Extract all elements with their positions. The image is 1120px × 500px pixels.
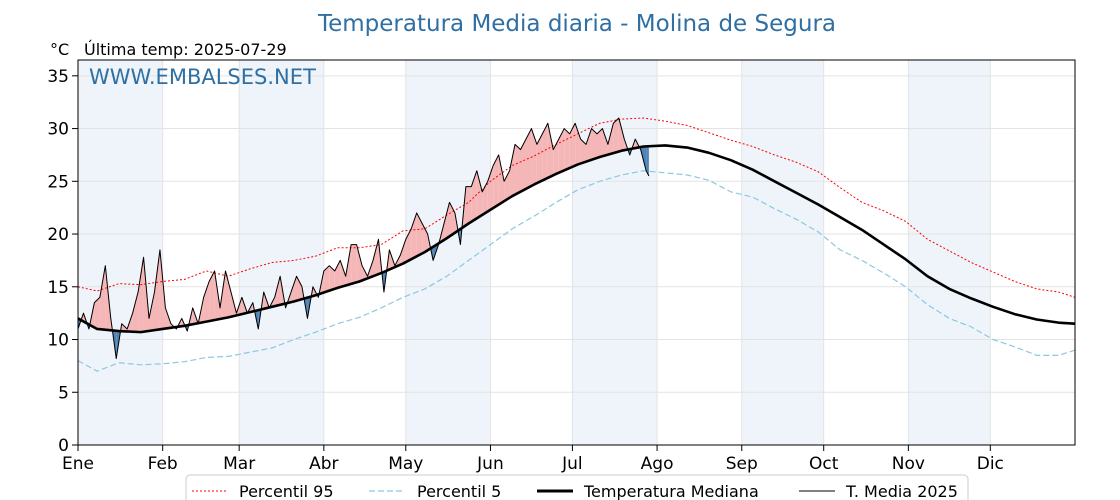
warm-anomaly-fill [487, 165, 494, 212]
plot-area: WWW.EMBALSES.NET [77, 59, 1076, 446]
warm-anomaly-fill [373, 239, 379, 277]
x-tick-label-mar: Mar [223, 454, 255, 474]
warm-anomaly-fill [602, 128, 608, 157]
warm-anomaly-fill [351, 244, 357, 284]
warm-anomaly-fill [553, 139, 559, 176]
month-band-nov [908, 60, 991, 445]
x-tick-label-oct: Oct [809, 454, 839, 474]
warm-anomaly-fill [498, 154, 505, 205]
legend-label-p95: Percentil 95 [239, 482, 334, 500]
warm-anomaly-fill [132, 292, 139, 333]
last-update-label: Última temp: 2025-07-29 [84, 40, 287, 59]
warm-anomaly-fill [591, 128, 597, 160]
y-tick-label: 30 [47, 120, 69, 140]
x-tick-label-ene: Ene [62, 454, 94, 474]
x-tick-label-jun: Jun [476, 454, 504, 474]
series-lines [77, 117, 1076, 372]
chart-title: Temperatura Media diaria - Molina de Seg… [317, 11, 836, 37]
y-unit-label: °C [50, 40, 69, 59]
x-tick-label-abr: Abr [309, 454, 338, 474]
anomaly-fills [78, 118, 649, 359]
warm-anomaly-fill [586, 128, 592, 162]
warm-anomaly-fill [520, 139, 526, 192]
x-tick-label-may: May [388, 454, 423, 474]
warm-anomaly-fill [225, 270, 231, 318]
warm-anomaly-fill [340, 260, 346, 288]
warm-anomaly-fill [356, 244, 363, 283]
x-axis: Ene Feb Mar Abr May Jun Jul Ago Sep Oct Nov Dic [62, 445, 1004, 474]
warm-anomaly-fill [149, 292, 155, 331]
y-tick-label: 25 [47, 172, 69, 192]
warm-anomaly-fill [291, 276, 297, 303]
month-band-sep [741, 60, 824, 445]
warm-anomaly-fill [476, 170, 483, 219]
legend-label-median: Temperatura Mediana [583, 482, 759, 500]
legend: Percentil 95 Percentil 5 Temperatura Med… [185, 474, 969, 500]
warm-anomaly-fill [547, 123, 554, 178]
warm-anomaly-fill [154, 249, 160, 331]
y-tick-label: 35 [47, 67, 69, 87]
warm-anomaly-fill [296, 276, 302, 301]
y-tick-label: 15 [47, 278, 69, 298]
warm-anomaly-fill [515, 144, 521, 195]
warm-anomaly-fill [274, 276, 281, 307]
legend-label-actual: T. Media 2025 [845, 482, 958, 500]
x-tick-label-jul: Jul [561, 454, 583, 474]
warm-anomaly-fill [400, 239, 406, 265]
warm-anomaly-fill [422, 223, 428, 254]
y-tick-label: 0 [58, 436, 69, 456]
warm-anomaly-fill [323, 265, 330, 293]
y-tick-label: 20 [47, 225, 69, 245]
warm-anomaly-fill [329, 265, 335, 291]
cold-anomaly-fill [646, 146, 649, 177]
warm-anomaly-fill [569, 123, 576, 168]
warm-anomaly-fill [465, 186, 472, 226]
y-tick-label: 10 [47, 331, 69, 351]
warm-anomaly-fill [509, 144, 516, 198]
month-bands [78, 60, 991, 445]
warm-anomaly-fill [531, 128, 537, 186]
warm-anomaly-fill [558, 128, 565, 173]
warm-anomaly-fill [504, 170, 510, 202]
warm-anomaly-fill [138, 257, 144, 333]
warm-anomaly-fill [159, 249, 166, 330]
warm-anomaly-fill [580, 139, 587, 164]
warm-anomaly-fill [575, 123, 581, 166]
warm-anomaly-fill [536, 133, 543, 184]
x-tick-label-sep: Sep [726, 454, 758, 474]
warm-anomaly-fill [596, 128, 603, 158]
x-tick-label-feb: Feb [148, 454, 178, 474]
warm-anomaly-fill [613, 118, 619, 154]
warm-anomaly-fill [444, 202, 450, 240]
month-band-ene [78, 60, 163, 445]
month-band-mar [239, 60, 324, 445]
warm-anomaly-fill [99, 265, 106, 330]
legend-label-p5: Percentil 5 [417, 482, 501, 500]
warm-anomaly-fill [209, 270, 215, 322]
month-band-jul [572, 60, 658, 445]
warm-anomaly-fill [411, 212, 417, 260]
series-line-p95 [77, 117, 1076, 298]
series-line-median [77, 144, 1076, 334]
plot-frame [77, 59, 1076, 446]
warm-anomaly-fill [493, 154, 499, 209]
x-tick-label-nov: Nov [892, 454, 925, 474]
warm-anomaly-fill [564, 128, 570, 171]
warm-anomaly-fill [542, 123, 548, 181]
y-tick-label: 5 [58, 383, 69, 403]
warm-anomaly-fill [618, 118, 625, 152]
legend-box [185, 474, 969, 500]
warm-anomaly-fill [334, 260, 341, 289]
y-axis: 0 5 10 15 20 25 30 35 [47, 67, 78, 456]
x-tick-label-ago: Ago [641, 454, 674, 474]
warm-anomaly-fill [203, 281, 210, 323]
warm-anomaly-fill [607, 123, 614, 155]
series-line-actual [77, 117, 650, 360]
x-tick-label-dic: Dic [977, 454, 1004, 474]
watermark: WWW.EMBALSES.NET [89, 65, 316, 89]
warm-anomaly-fill [416, 212, 423, 257]
warm-anomaly-fill [94, 297, 100, 330]
